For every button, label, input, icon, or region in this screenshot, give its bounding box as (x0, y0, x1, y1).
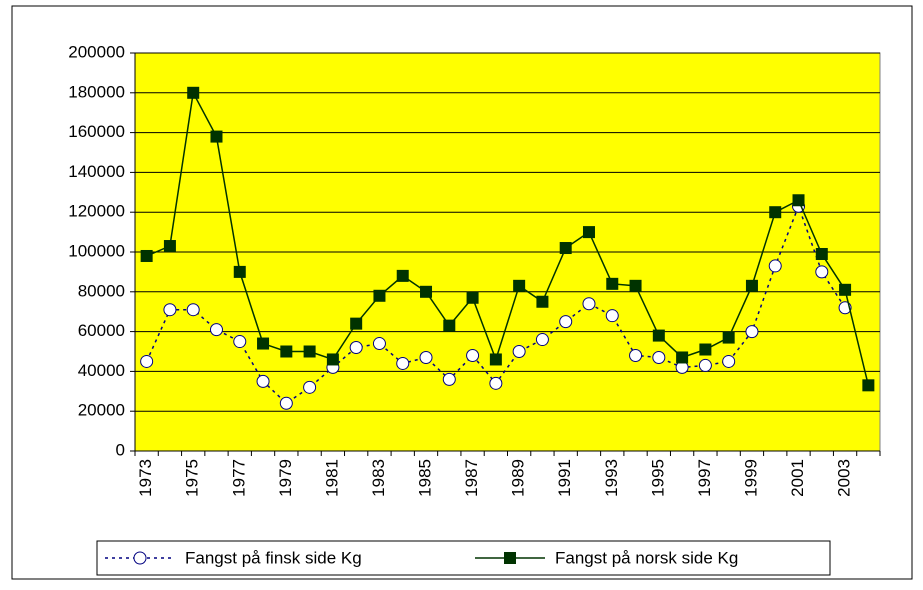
legend-box (96, 540, 831, 576)
y-tick-label: 80000 (78, 281, 125, 300)
point (233, 265, 246, 278)
point (698, 358, 712, 372)
point (769, 206, 782, 219)
point (280, 345, 293, 358)
point (559, 315, 573, 329)
x-tick-label: 1993 (602, 459, 621, 497)
point (815, 265, 829, 279)
x-tick-label: 1999 (741, 459, 760, 497)
point (582, 226, 595, 239)
point (233, 335, 247, 349)
point (722, 354, 736, 368)
point (279, 396, 293, 410)
x-tick-label: 1991 (555, 459, 574, 497)
point (187, 86, 200, 99)
point (512, 345, 526, 358)
point (792, 194, 805, 207)
y-tick-label: 120000 (68, 202, 125, 221)
x-tick-label: 1995 (648, 459, 667, 497)
x-tick-label: 1975 (183, 459, 202, 497)
point (210, 130, 223, 143)
point (303, 380, 317, 394)
x-tick-label: 1973 (136, 459, 155, 497)
x-tick-label: 1977 (229, 459, 248, 497)
point (606, 277, 619, 290)
y-tick-label: 40000 (78, 361, 125, 380)
point (676, 351, 689, 364)
point (163, 240, 176, 253)
point (349, 341, 363, 355)
point (140, 249, 153, 262)
x-tick-label: 1987 (462, 459, 481, 497)
point (443, 319, 456, 332)
x-tick-label: 1981 (322, 459, 341, 497)
point (535, 333, 549, 347)
y-tick-label: 20000 (78, 401, 125, 420)
y-tick-label: 100000 (68, 241, 125, 260)
point (722, 331, 735, 344)
point (396, 269, 409, 282)
point (140, 354, 154, 368)
point (862, 379, 875, 392)
x-tick-label: 1979 (276, 459, 295, 497)
y-tick-label: 180000 (68, 82, 125, 101)
point (350, 317, 363, 330)
point (745, 279, 758, 292)
x-tick-label: 2001 (788, 459, 807, 497)
point (629, 279, 642, 292)
legend-marker (504, 552, 516, 564)
x-tick-label: 1997 (695, 459, 714, 497)
y-tick-label: 60000 (78, 321, 125, 340)
point (582, 297, 596, 311)
point (652, 350, 666, 364)
point (466, 291, 479, 304)
x-tick-label: 1985 (416, 459, 435, 497)
point (489, 353, 502, 366)
x-tick-label: 1989 (509, 459, 528, 497)
point (559, 242, 572, 255)
point (513, 279, 526, 292)
point (303, 345, 316, 358)
y-tick-label: 0 (116, 440, 125, 459)
legend-label: Fangst på norsk side Kg (555, 548, 738, 567)
legend-marker (133, 551, 147, 565)
y-tick-label: 140000 (68, 162, 125, 181)
y-tick-label: 200000 (68, 42, 125, 61)
point (420, 285, 433, 298)
y-tick-label: 160000 (68, 122, 125, 141)
point (839, 283, 852, 296)
point (768, 259, 782, 273)
point (373, 289, 386, 302)
point (699, 343, 712, 356)
point (652, 329, 665, 342)
point (257, 337, 270, 350)
point (209, 323, 223, 337)
x-tick-label: 2003 (835, 459, 854, 497)
point (489, 376, 503, 390)
point (536, 295, 549, 308)
point (419, 350, 433, 364)
point (326, 353, 339, 366)
point (256, 374, 270, 388)
point (745, 325, 759, 339)
point (815, 247, 828, 260)
point (186, 303, 200, 317)
point (372, 337, 386, 351)
point (466, 348, 480, 362)
point (442, 372, 456, 386)
point (163, 303, 177, 317)
point (605, 309, 619, 323)
point (629, 348, 643, 362)
legend-label: Fangst på finsk side Kg (185, 548, 362, 567)
x-tick-label: 1983 (369, 459, 388, 497)
point (396, 356, 410, 370)
